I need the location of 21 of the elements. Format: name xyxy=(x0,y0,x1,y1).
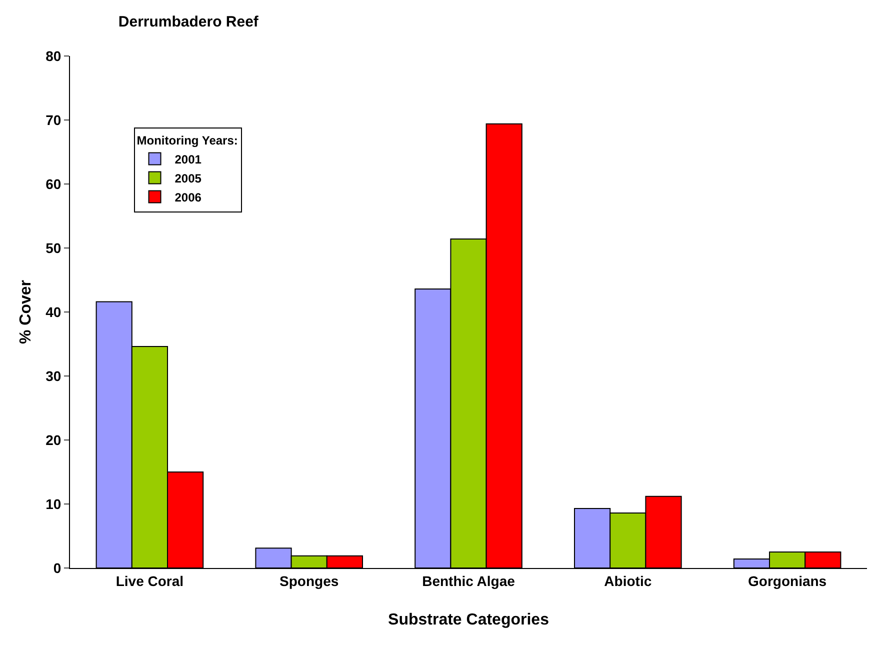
x-tick-label: Benthic Algae xyxy=(422,572,516,589)
y-tick-label: 70 xyxy=(46,112,62,128)
legend-label: 2005 xyxy=(174,171,202,186)
y-axis-title: % Cover xyxy=(18,280,35,344)
y-tick-label: 0 xyxy=(53,560,62,576)
y-tick-label: 20 xyxy=(46,432,62,448)
y-tick-label: 60 xyxy=(46,176,62,192)
chart-title: Derrumbadero Reef xyxy=(118,14,260,31)
legend-label: 2006 xyxy=(174,190,202,204)
x-tick-label: Gorgonians xyxy=(748,572,827,589)
x-tick-label: Abiotic xyxy=(604,572,652,589)
legend-label: 2001 xyxy=(174,152,202,166)
y-tick-label: 40 xyxy=(46,304,62,320)
legend-title: Monitoring Years: xyxy=(136,133,238,148)
y-tick-label: 80 xyxy=(46,48,62,64)
y-tick-label: 10 xyxy=(46,496,62,512)
y-tick-label: 50 xyxy=(46,240,62,256)
x-axis-title: Substrate Categories xyxy=(388,612,550,628)
y-tick-label: 30 xyxy=(46,368,62,384)
x-tick-label: Sponges xyxy=(280,572,339,589)
x-tick-label: Live Coral xyxy=(116,572,184,589)
